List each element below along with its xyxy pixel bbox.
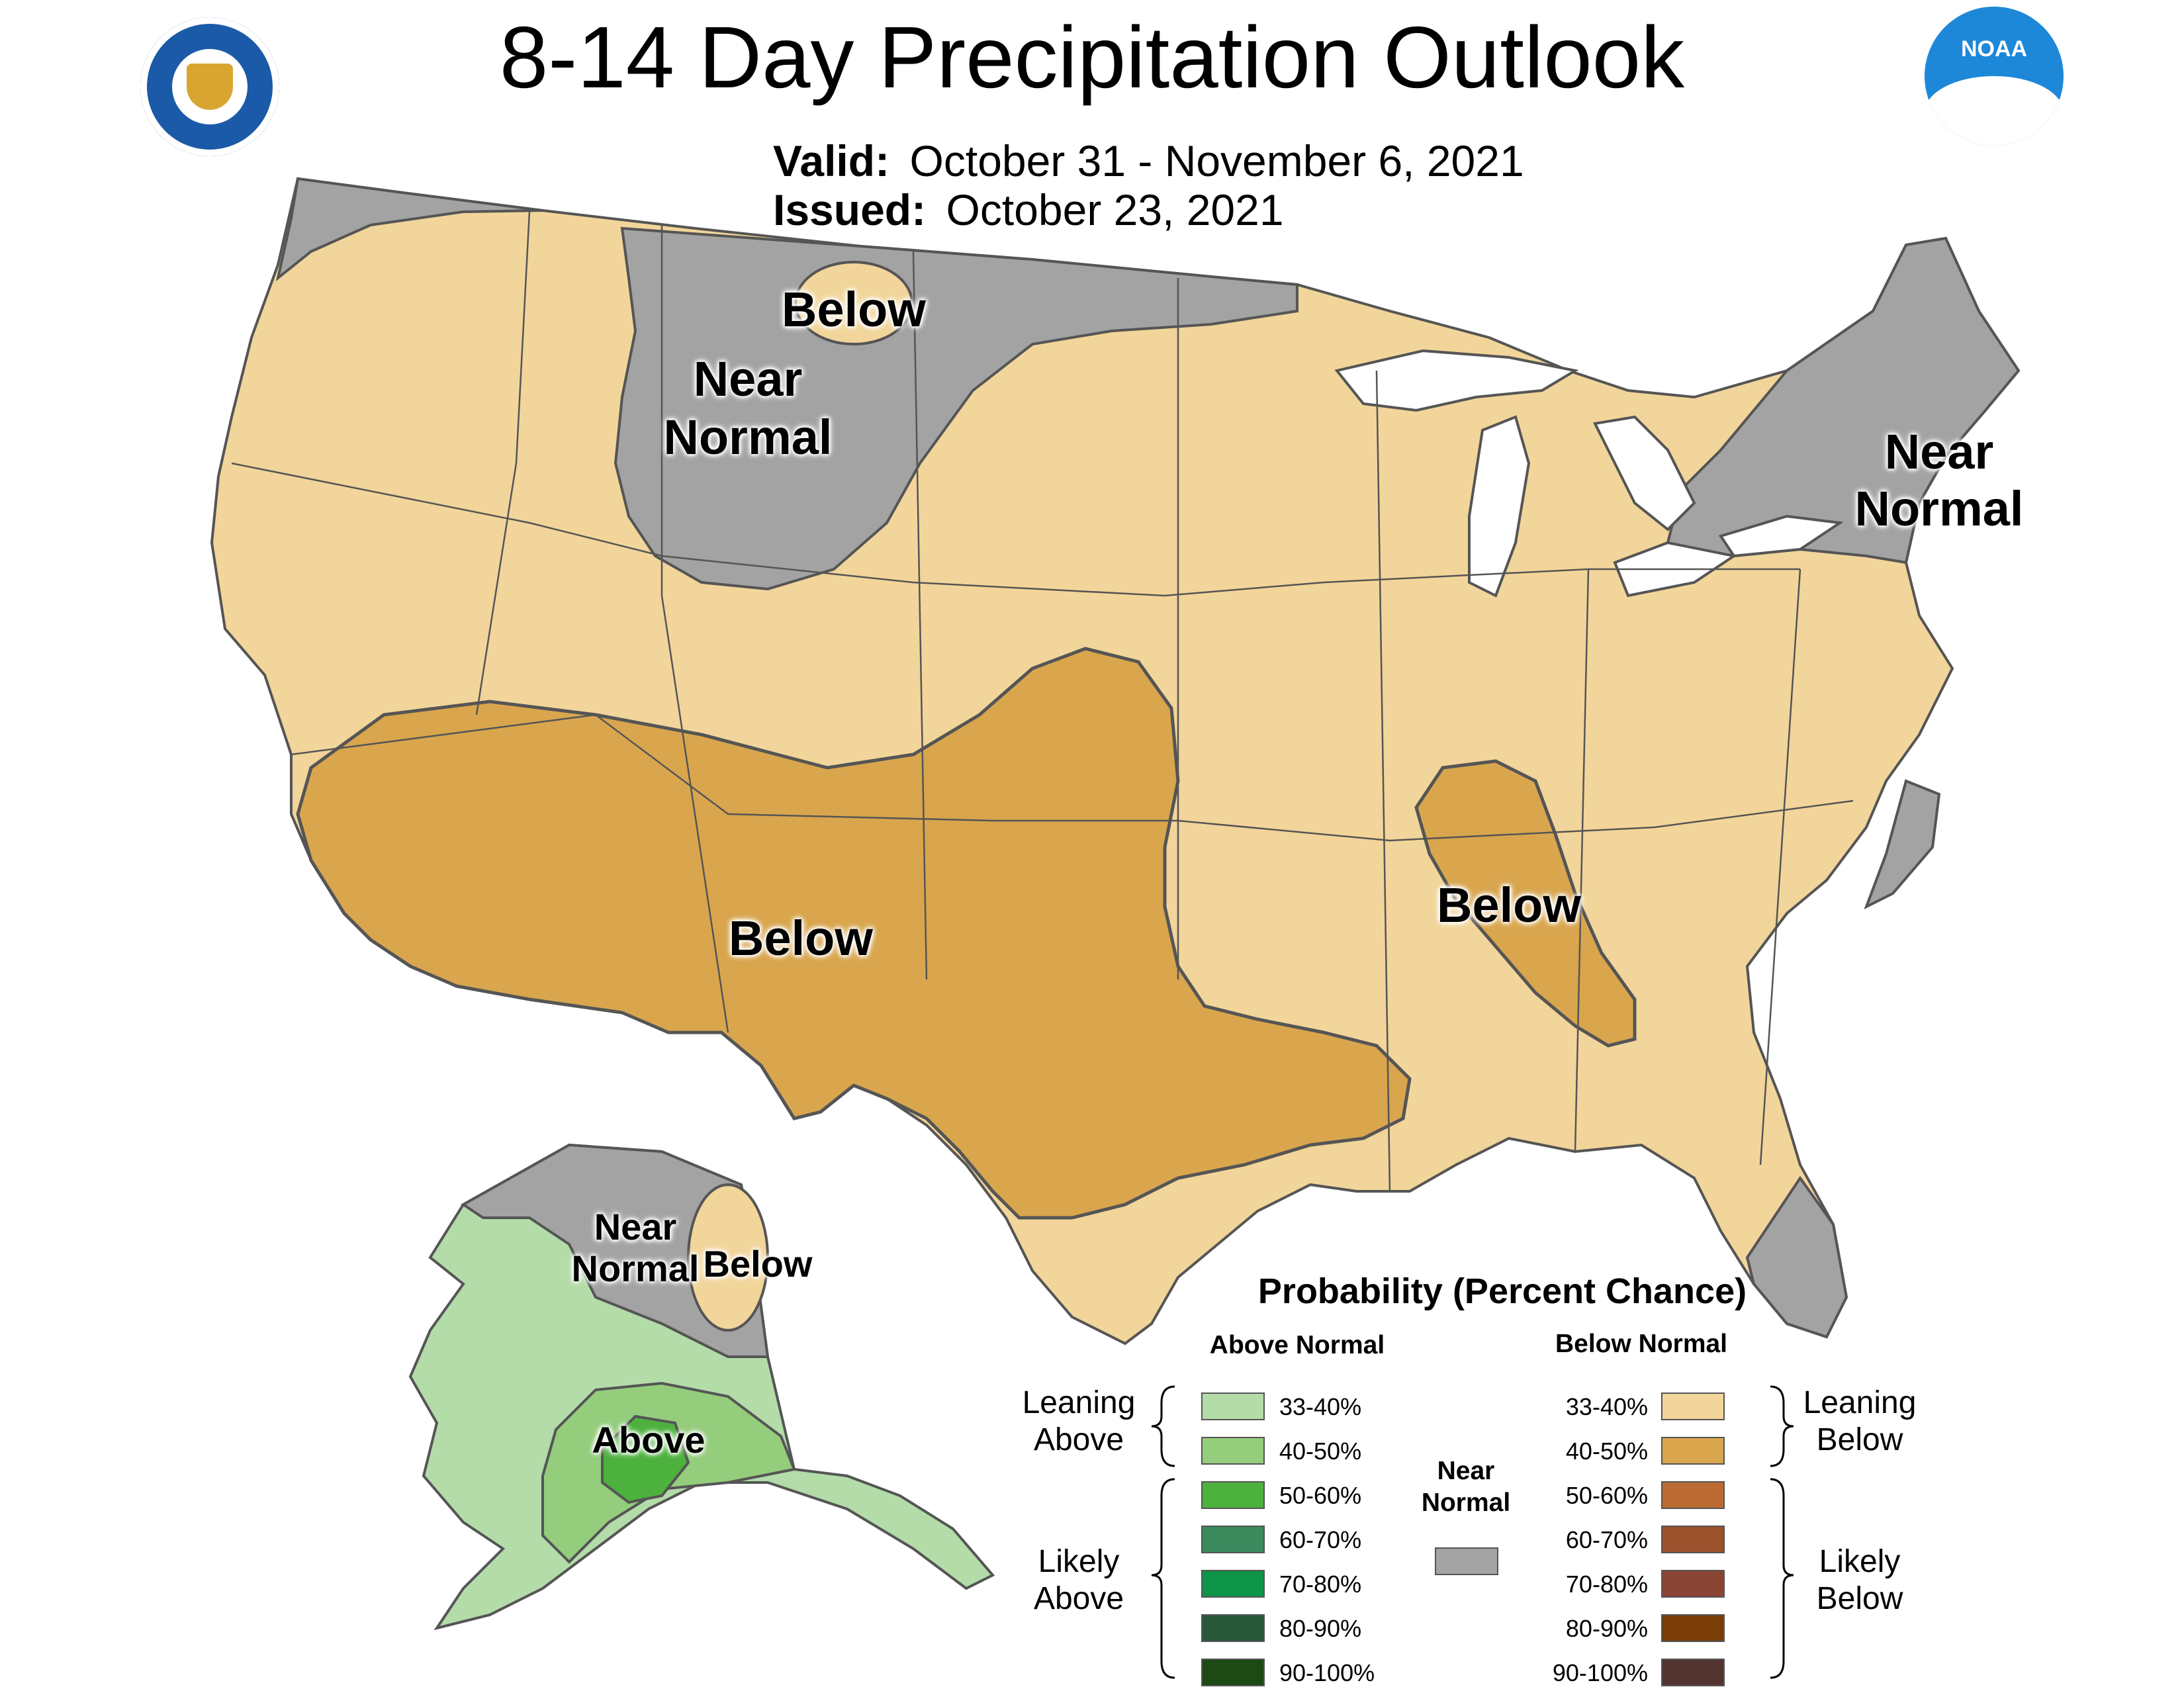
legend-below-range: 33-40% bbox=[1565, 1393, 1648, 1420]
legend-braces bbox=[1151, 1385, 1794, 1679]
legend-below-row: 90-100% bbox=[1542, 1659, 1754, 1689]
legend-above-row: 80-90% bbox=[1201, 1614, 1413, 1645]
legend-near-label-2: Normal bbox=[1421, 1488, 1511, 1517]
legend-above-swatch bbox=[1201, 1570, 1265, 1598]
legend-likely-above-1: Likely bbox=[1038, 1544, 1120, 1579]
legend-near-normal-swatch bbox=[1435, 1547, 1498, 1575]
legend-above-range: 50-60% bbox=[1279, 1482, 1362, 1509]
issued-label: Issued: bbox=[773, 185, 927, 234]
legend-below-swatch bbox=[1661, 1392, 1725, 1420]
seal-eagle-icon bbox=[187, 64, 233, 110]
legend-below-swatch bbox=[1661, 1570, 1725, 1598]
issued-value: October 23, 2021 bbox=[946, 185, 1284, 234]
legend-below-range: 50-60% bbox=[1565, 1482, 1648, 1509]
southwest-below-region bbox=[296, 647, 1412, 1220]
legend-below-range: 70-80% bbox=[1565, 1571, 1648, 1598]
legend-likely-below-2: Below bbox=[1816, 1581, 1903, 1616]
label-montana-below: Below bbox=[782, 282, 926, 337]
legend-leaning-above-2: Above bbox=[1033, 1422, 1124, 1457]
legend-below-swatch bbox=[1661, 1659, 1725, 1686]
montana-below-bubble bbox=[794, 261, 913, 345]
legend-below-header: Below Normal bbox=[1555, 1330, 1728, 1358]
label-southwest-below: Below bbox=[729, 911, 873, 966]
pacific-nw-near-normal bbox=[275, 177, 543, 282]
legend-above-swatch bbox=[1201, 1526, 1265, 1553]
legend-below-swatch bbox=[1661, 1481, 1725, 1509]
legend-above-swatch bbox=[1201, 1614, 1265, 1642]
great-lakes bbox=[1334, 349, 1844, 598]
label-nrockies-normal: Normal bbox=[663, 410, 833, 465]
legend-below-swatch bbox=[1661, 1614, 1725, 1642]
valid-label: Valid: bbox=[773, 136, 890, 185]
brace-leaning-below bbox=[1770, 1385, 1794, 1467]
legend-title: Probability (Percent Chance) bbox=[1257, 1271, 1747, 1311]
legend-above-swatch bbox=[1201, 1659, 1265, 1686]
map-title: 8-14 Day Precipitation Outlook bbox=[499, 9, 1685, 106]
alaska-above-50-60-region bbox=[601, 1414, 690, 1504]
legend-likely-above-2: Above bbox=[1033, 1581, 1124, 1616]
alaska-below-bubble bbox=[687, 1183, 769, 1332]
department-of-commerce-seal-icon bbox=[140, 17, 279, 156]
label-alaska-above: Above bbox=[592, 1419, 705, 1461]
brace-leaning-above bbox=[1151, 1385, 1175, 1467]
legend: Probability (Percent Chance) Above Norma… bbox=[993, 1271, 2012, 1688]
legend-below-swatch bbox=[1661, 1526, 1725, 1553]
northern-plains-near-normal-region bbox=[614, 226, 1298, 591]
state-borders bbox=[231, 211, 1854, 1192]
florida-near-normal-region bbox=[1745, 1175, 1848, 1339]
legend-above-header: Above Normal bbox=[1209, 1331, 1385, 1359]
issued-row: Issued: October 23, 2021 bbox=[773, 185, 1633, 234]
legend-above-row: 33-40% bbox=[1201, 1392, 1413, 1423]
noaa-logo-icon: NOAA bbox=[1925, 7, 2064, 146]
legend-above-swatch bbox=[1201, 1481, 1265, 1509]
label-tennessee-below: Below bbox=[1437, 878, 1581, 933]
valid-row: Valid: October 31 - November 6, 2021 bbox=[773, 136, 1633, 185]
seal-inner bbox=[172, 49, 248, 124]
legend-below-row: 60-70% bbox=[1542, 1526, 1754, 1556]
legend-leaning-above-1: Leaning bbox=[1022, 1385, 1136, 1420]
noaa-logo-text: NOAA bbox=[1960, 36, 2028, 62]
legend-below-row: 70-80% bbox=[1542, 1570, 1754, 1600]
label-northeast-normal: Normal bbox=[1854, 481, 2024, 536]
legend-above-range: 70-80% bbox=[1279, 1571, 1362, 1598]
legend-below-range: 60-70% bbox=[1565, 1526, 1648, 1553]
legend-above-swatch bbox=[1201, 1392, 1265, 1420]
legend-leaning-below-2: Below bbox=[1816, 1422, 1903, 1457]
label-alaska-near: Near bbox=[594, 1206, 677, 1248]
legend-above-row: 90-100% bbox=[1201, 1659, 1413, 1689]
legend-above-range: 80-90% bbox=[1279, 1615, 1362, 1642]
legend-below-swatch bbox=[1661, 1437, 1725, 1465]
legend-likely-below-1: Likely bbox=[1819, 1544, 1901, 1579]
legend-below-row: 33-40% bbox=[1542, 1392, 1754, 1423]
legend-above-row: 40-50% bbox=[1201, 1437, 1413, 1467]
label-nrockies-near: Near bbox=[693, 351, 803, 406]
legend-above-row: 50-60% bbox=[1201, 1481, 1413, 1512]
legend-below-range: 90-100% bbox=[1552, 1659, 1648, 1686]
legend-above-row: 60-70% bbox=[1201, 1526, 1413, 1556]
legend-leaning-below-1: Leaning bbox=[1803, 1385, 1917, 1420]
label-northeast-near: Near bbox=[1884, 424, 1994, 479]
label-alaska-below: Below bbox=[703, 1243, 813, 1285]
legend-below-range: 80-90% bbox=[1565, 1615, 1648, 1642]
legend-above-swatch bbox=[1201, 1437, 1265, 1465]
legend-above-row: 70-80% bbox=[1201, 1570, 1413, 1600]
legend-below-range: 40-50% bbox=[1565, 1438, 1648, 1465]
legend-above-range: 33-40% bbox=[1279, 1393, 1362, 1420]
legend-below-row: 40-50% bbox=[1542, 1437, 1754, 1467]
legend-near-label-1: Near bbox=[1437, 1457, 1495, 1485]
legend-above-range: 60-70% bbox=[1279, 1526, 1362, 1553]
legend-above-range: 40-50% bbox=[1279, 1438, 1362, 1465]
brace-likely-above bbox=[1151, 1478, 1175, 1679]
brace-likely-below bbox=[1770, 1478, 1794, 1679]
legend-above-range: 90-100% bbox=[1279, 1659, 1375, 1686]
valid-value: October 31 - November 6, 2021 bbox=[909, 136, 1524, 185]
carolina-coast-near-normal bbox=[1864, 779, 1941, 910]
tennessee-valley-below-region bbox=[1414, 759, 1637, 1048]
alaska-near-normal-region bbox=[461, 1143, 770, 1358]
label-alaska-normal: Normal bbox=[571, 1248, 700, 1289]
noaa-bird-icon bbox=[1925, 76, 2064, 146]
legend-below-row: 50-60% bbox=[1542, 1481, 1754, 1512]
legend-below-row: 80-90% bbox=[1542, 1614, 1754, 1645]
